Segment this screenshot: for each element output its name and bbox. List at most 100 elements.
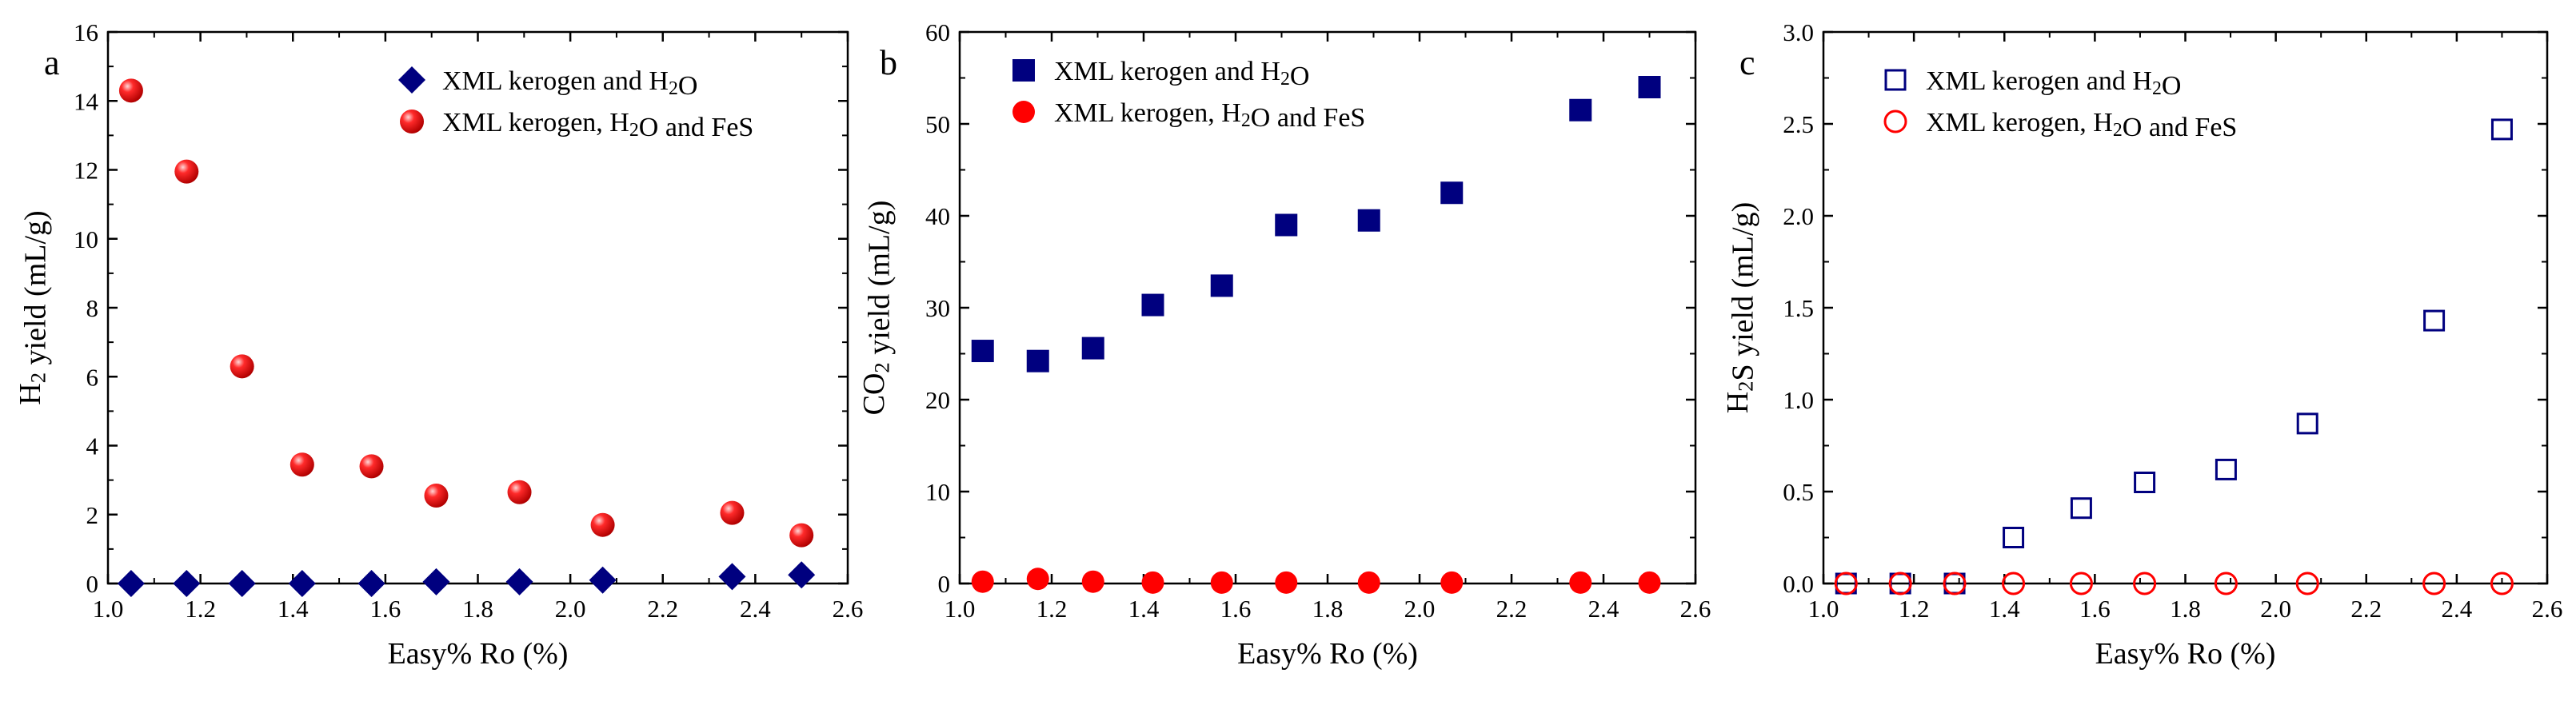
y-tick-label: 12 (74, 157, 98, 185)
legend-marker (1884, 69, 1907, 91)
data-point-s1 (2296, 412, 2318, 435)
y-axis-title: CO2 yield (mL/g) (857, 201, 897, 416)
data-point-s2 (424, 484, 449, 508)
data-point-s2 (720, 500, 745, 525)
legend-marker (398, 66, 425, 94)
x-axis-title: Easy% Ro (%) (2095, 637, 2276, 671)
legend-label: XML kerogen, H2O and FeS (1926, 108, 2237, 142)
data-point-s1 (117, 570, 145, 597)
x-tick-label: 2.2 (647, 595, 678, 623)
panel-a: 1.0 1.2 1.4 1.6 1.8 2.0 2.2 2.4 2.6 0 2 4 6 8 10 12 14 16… (14, 18, 863, 671)
x-tick-label: 2.2 (1496, 595, 1528, 623)
x-axis-title: Easy% Ro (%) (388, 637, 569, 671)
x-tick-label: 2.0 (555, 595, 586, 623)
y-tick-label: 2.0 (1783, 202, 1814, 230)
data-point-s2 (1569, 571, 1592, 594)
legend-marker (1012, 59, 1035, 82)
y-tick-label: 40 (925, 202, 950, 230)
legend-marker (1883, 110, 1907, 133)
x-tick-label: 1.2 (1036, 595, 1068, 623)
data-point-s2 (1210, 571, 1233, 594)
x-tick-label: 2.6 (1680, 595, 1711, 623)
x-tick-label: 2.2 (2350, 595, 2382, 623)
data-point-s1 (1026, 349, 1049, 372)
legend-label: XML kerogen and H2O (442, 66, 697, 101)
data-point-s2 (1834, 572, 1858, 595)
x-tick-label: 1.8 (462, 595, 493, 623)
x-tick-label: 1.6 (370, 595, 401, 623)
data-point-s2 (2002, 572, 2026, 595)
y-tick-label: 1.5 (1783, 294, 1814, 322)
data-point-s2 (359, 454, 384, 479)
x-tick-label: 2.0 (2260, 595, 2291, 623)
x-tick-label: 1.2 (1899, 595, 1930, 623)
data-point-s1 (1210, 274, 1233, 297)
data-point-s2 (1275, 571, 1298, 594)
x-tick-label: 1.6 (2079, 595, 2111, 623)
panel-letter: c (1739, 43, 1755, 82)
data-point-s2 (1888, 572, 1912, 595)
data-point-s1 (422, 568, 450, 595)
legend-label: XML kerogen, H2O and FeS (1054, 98, 1365, 133)
x-tick-label: 2.4 (740, 595, 771, 623)
data-point-s2 (590, 512, 615, 537)
legend-label: XML kerogen and H2O (1926, 66, 2181, 101)
x-tick-label: 1.4 (1128, 595, 1160, 623)
y-tick-label: 0.5 (1783, 478, 1814, 506)
y-tick-label: 50 (925, 110, 950, 138)
data-point-s2 (1357, 571, 1380, 594)
x-tick-label: 1.0 (1808, 595, 1839, 623)
legend-label: XML kerogen, H2O and FeS (442, 108, 753, 142)
x-tick-label: 2.4 (2442, 595, 2473, 623)
x-tick-label: 2.4 (1588, 595, 1619, 623)
y-axis-title: H2 yield (mL/g) (14, 210, 53, 404)
y-tick-label: 6 (86, 363, 99, 391)
x-tick-label: 1.4 (1989, 595, 2020, 623)
data-point-s1 (2134, 472, 2156, 493)
y-tick-label: 0 (938, 570, 951, 598)
data-point-s2 (1440, 571, 1464, 594)
data-point-s2 (971, 570, 994, 593)
y-tick-label: 4 (86, 432, 99, 460)
data-point-s1 (1569, 98, 1592, 121)
legend-label: XML kerogen and H2O (1054, 57, 1309, 91)
data-point-s1 (1141, 293, 1164, 317)
data-point-s1 (1440, 181, 1464, 205)
data-point-s1 (2490, 118, 2513, 141)
y-axis-title: H2S yield (mL/g) (1721, 202, 1760, 414)
x-tick-label: 1.6 (1220, 595, 1252, 623)
data-point-s2 (2295, 572, 2319, 595)
data-point-s1 (505, 568, 533, 595)
y-tick-label: 10 (74, 225, 98, 253)
x-tick-label: 1.2 (185, 595, 216, 623)
data-point-s2 (2422, 572, 2446, 595)
data-point-s2 (1638, 571, 1661, 594)
data-point-s1 (788, 561, 816, 589)
data-point-s1 (718, 563, 746, 591)
x-tick-label: 1.8 (1312, 595, 1344, 623)
data-point-s2 (1141, 571, 1164, 594)
y-tick-label: 0.0 (1783, 570, 1814, 598)
data-point-s1 (971, 340, 994, 363)
y-tick-label: 8 (86, 294, 99, 322)
panel-c: 1.0 1.2 1.4 1.6 1.8 2.0 2.2 2.4 2.6 0.0 0.5 1.0 1.5 2… (1721, 18, 2562, 671)
y-tick-label: 3.0 (1783, 18, 1814, 46)
y-tick-label: 30 (925, 294, 950, 322)
y-tick-label: 16 (74, 18, 98, 46)
data-point-s2 (2490, 572, 2514, 595)
x-tick-label: 2.6 (833, 595, 864, 623)
data-point-s2 (290, 452, 314, 477)
data-point-s1 (1275, 213, 1298, 237)
x-tick-label: 2.0 (1404, 595, 1436, 623)
panel-letter: b (880, 43, 897, 82)
y-tick-label: 1.0 (1783, 386, 1814, 414)
panel-letter: a (44, 43, 60, 82)
data-point-s1 (288, 570, 316, 597)
data-point-s2 (789, 523, 814, 548)
y-tick-label: 60 (925, 18, 950, 46)
x-axis-title: Easy% Ro (%) (1237, 637, 1418, 671)
legend-marker (400, 110, 424, 133)
data-point-s1 (173, 570, 201, 597)
data-point-s2 (174, 159, 199, 184)
data-point-s2 (2214, 572, 2238, 595)
